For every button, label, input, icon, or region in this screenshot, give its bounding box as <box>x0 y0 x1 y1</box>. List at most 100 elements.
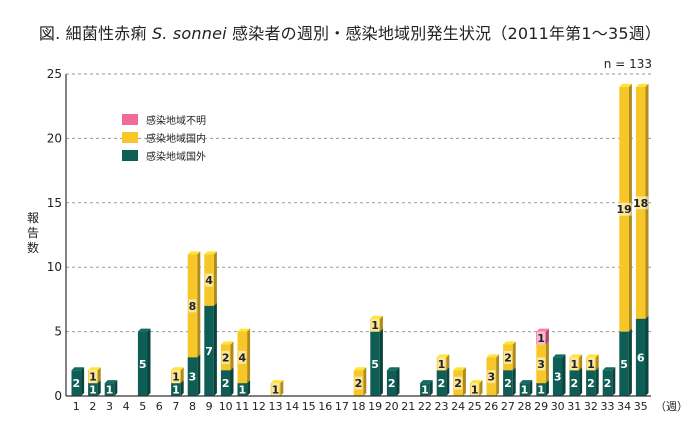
bar-segment-domestic: 2 <box>453 367 466 396</box>
bar-top <box>386 367 400 371</box>
bar-value-label: 1 <box>272 384 280 397</box>
bar-value-label: 1 <box>537 384 545 397</box>
x-tick-label: 10 <box>219 400 233 413</box>
x-tick-label: 27 <box>501 400 515 413</box>
x-tick-label: 7 <box>172 400 179 413</box>
bar-top <box>552 354 566 358</box>
bar-value-label: 2 <box>438 377 446 390</box>
legend-label: 感染地域国外 <box>146 150 206 163</box>
bar-segment-domestic: 1 <box>469 380 483 397</box>
bar-segment-domestic: 19 <box>616 83 632 332</box>
bar-segment-domestic: 3 <box>486 354 500 396</box>
y-tick-label: 20 <box>47 131 62 145</box>
x-tick-label: 13 <box>269 400 283 413</box>
bar-value-label: 18 <box>633 197 648 210</box>
bar-top <box>104 380 118 384</box>
bar-segment-domestic: 1 <box>569 354 583 371</box>
bar-value-label: 2 <box>388 377 396 390</box>
bar-value-label: 1 <box>537 332 545 345</box>
x-tick-label: 6 <box>156 400 163 413</box>
bar-segment-domestic: 2 <box>220 341 234 371</box>
bar-side <box>197 354 201 396</box>
bar-side <box>213 251 217 306</box>
x-tick-label: 29 <box>534 400 548 413</box>
bar-segment-domestic: 1 <box>88 367 101 384</box>
bar-top <box>204 251 217 255</box>
bar-value-label: 2 <box>504 377 512 390</box>
bar-value-label: 2 <box>604 377 612 390</box>
bar <box>88 383 98 396</box>
bar-top <box>469 380 483 384</box>
bar <box>552 357 563 396</box>
y-axis-label: 報 告 数 <box>27 211 39 255</box>
bar-side <box>197 251 201 358</box>
bar-side <box>446 367 450 396</box>
bar-value-label: 5 <box>139 358 147 371</box>
bar-top <box>171 367 184 371</box>
x-tick-label: 33 <box>601 400 615 413</box>
bar <box>436 370 447 396</box>
title-prefix: 図. 細菌性赤痢 <box>38 24 152 43</box>
bar-value-label: 2 <box>570 377 578 390</box>
bar <box>635 318 646 396</box>
bar-value-label: 3 <box>554 371 562 384</box>
bar-side <box>97 367 101 384</box>
bar-side <box>97 380 101 396</box>
bar-value-label: 1 <box>570 358 578 371</box>
x-tick-label: 14 <box>285 400 299 413</box>
bar-side <box>114 380 118 396</box>
bar-value-label: 5 <box>371 358 379 371</box>
bar-side <box>479 380 483 396</box>
bar-value-label: 1 <box>521 384 529 397</box>
legend-item-unknown: 感染地域不明 <box>122 114 206 127</box>
bar-segment-domestic: 8 <box>187 251 201 358</box>
legend-swatch <box>122 150 138 161</box>
bar-side <box>180 367 184 384</box>
bar-side <box>280 380 284 396</box>
bar-side <box>579 354 583 371</box>
bar <box>237 383 248 396</box>
bar-value-label: 7 <box>205 345 213 358</box>
bar-side <box>645 315 649 396</box>
bar-segment-unknown: 1 <box>536 328 549 345</box>
bar-side <box>628 328 632 396</box>
bar-segment-overseas: 3 <box>552 354 566 396</box>
bar-top <box>486 354 500 358</box>
gridlines <box>66 73 651 333</box>
x-tick-label: 35 <box>634 400 648 413</box>
bar-segment-domestic: 1 <box>586 354 599 371</box>
bar-top <box>270 380 284 384</box>
bar-top <box>370 315 383 319</box>
bar-label-bg <box>616 202 632 216</box>
bar-side <box>446 354 450 371</box>
bar-segment-overseas: 3 <box>187 354 201 396</box>
bar-value-label: 1 <box>238 384 246 397</box>
bar-label-bg <box>470 383 479 397</box>
x-tick-label: 25 <box>468 400 482 413</box>
x-tick-label: 31 <box>567 400 581 413</box>
y-tick-label: 10 <box>47 260 62 274</box>
bar <box>519 383 530 396</box>
bar-segment-domestic: 3 <box>536 341 549 384</box>
bar-top <box>619 83 632 87</box>
n-label: n = 133 <box>604 57 652 71</box>
bar-side <box>396 367 400 396</box>
y-tick-label: 25 <box>47 67 62 81</box>
bar <box>71 370 82 396</box>
x-tick-label: 23 <box>435 400 449 413</box>
x-tick-label: 20 <box>385 400 399 413</box>
bar-top <box>635 83 649 87</box>
bar-value-label: 1 <box>172 384 180 397</box>
title-suffix: 感染者の週別・感染地域別発生状況（2011年第1〜35週） <box>226 24 662 43</box>
bar-side <box>230 367 234 396</box>
bar-segment-overseas: 2 <box>436 367 450 396</box>
bar <box>370 331 380 396</box>
x-tick-label: 11 <box>235 400 249 413</box>
bar-value-label: 1 <box>587 358 595 371</box>
bar-top <box>88 367 101 371</box>
y-tick-label: 15 <box>47 196 62 210</box>
bar-label-bg <box>537 357 546 371</box>
bar-side <box>562 354 566 396</box>
bar-value-label: 2 <box>222 351 230 364</box>
